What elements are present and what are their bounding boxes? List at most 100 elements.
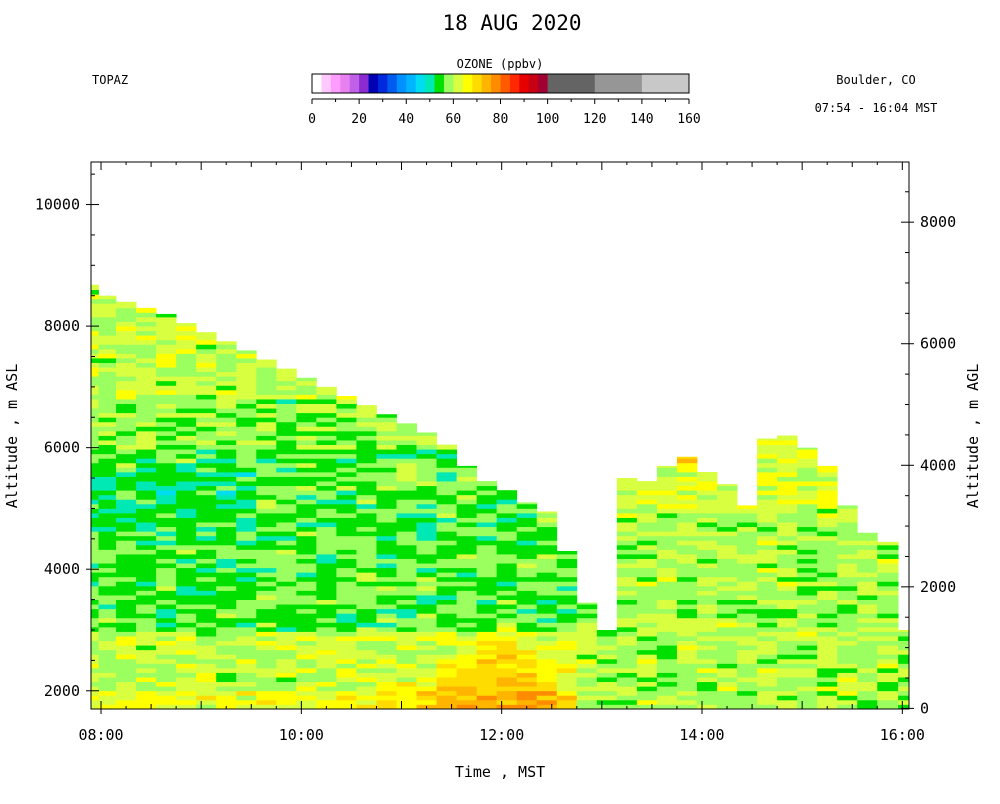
ozone-cell [296,517,317,523]
ozone-cell [877,686,899,692]
ozone-cell [276,640,297,646]
ozone-cell [176,444,197,450]
ozone-cell [356,540,377,546]
ozone-cell [296,462,317,468]
ozone-cell [256,704,277,710]
ozone-cell [837,526,858,532]
ozone-cell [717,622,738,628]
ozone-cell [476,494,498,500]
ozone-cell [116,563,137,569]
ozone-cell [817,585,838,591]
ozone-cell [436,695,457,701]
ozone-cell [356,572,377,578]
ozone-cell [216,690,237,696]
ozone-cell [236,608,257,614]
ozone-cell [616,663,638,669]
ozone-cell [737,585,758,591]
ozone-cell [737,595,758,600]
ozone-cell [91,303,99,309]
ozone-cell [596,699,618,705]
ozone-cell [176,695,197,701]
ozone-cell [91,526,99,532]
ozone-cell [396,567,417,573]
ozone-cell [336,395,357,400]
ozone-cell [656,690,678,696]
ozone-cell [616,590,638,596]
ozone-cell [476,508,498,514]
colorbar-segment [594,74,643,93]
ozone-cell [817,590,838,596]
ozone-cell [877,599,899,605]
ozone-cell [216,617,237,623]
ozone-cell [256,359,277,363]
ozone-cell [396,658,417,664]
ozone-cell [216,508,237,514]
ozone-cell [717,663,738,669]
ozone-cell [696,485,718,491]
ozone-cell [717,490,738,496]
ozone-cell [536,645,558,651]
ozone-cell [777,540,798,546]
ozone-cell [236,672,257,678]
ozone-cell [476,686,498,692]
ozone-cell [216,462,237,468]
ozone-cell [316,458,337,464]
ozone-cell [136,344,157,350]
ozone-cell [436,649,457,655]
ozone-cell [156,326,177,332]
ozone-cell [296,440,317,446]
ozone-cell [196,458,217,464]
ozone-cell [316,430,337,436]
ozone-cell [396,554,417,559]
ozone-cell [276,412,297,418]
ozone-cell [396,681,417,687]
ozone-cell [656,465,678,468]
ozone-cell [636,645,658,651]
ozone-cell [737,576,758,582]
ozone-cell [797,531,818,537]
ozone-cell [296,526,317,532]
ozone-cell [676,704,698,710]
ozone-cell [717,599,738,605]
ozone-cell [797,471,818,477]
ozone-cell [336,599,357,605]
ozone-cell [276,376,297,382]
ozone-cell [496,563,518,569]
ozone-cell [436,554,457,559]
ozone-cell [176,595,197,600]
ozone-cell [436,704,457,710]
ozone-cell [296,645,317,651]
ozone-cell [216,686,237,692]
ozone-cell [636,512,658,518]
ozone-cell [456,512,478,518]
ozone-cell [196,417,217,423]
ozone-cell [777,663,798,669]
ozone-cell [256,690,277,696]
ozone-cell [898,654,910,660]
y-axis-left-label: Altitude , m ASL [3,364,21,509]
ozone-cell [256,699,277,705]
ozone-cell [476,654,498,660]
ozone-cell [236,544,257,550]
ozone-cell [256,581,277,587]
ozone-cell [777,435,798,441]
ozone-cell [757,440,778,446]
ozone-cell [116,389,137,395]
ozone-cell [116,531,137,537]
ozone-cell [516,576,538,582]
ozone-cell [276,677,297,683]
ozone-cell [576,672,598,678]
ozone-cell [176,326,197,332]
ozone-cell [276,408,297,414]
ozone-cell [98,590,117,596]
ozone-cell [436,658,457,664]
ozone-cell [857,585,878,591]
ozone-cell [196,526,217,532]
ozone-cell [877,581,899,587]
ozone-cell [596,667,618,673]
ozone-cell [636,649,658,655]
ozone-cell [516,663,538,669]
ozone-cell [436,535,457,541]
ozone-cell [777,681,798,687]
ozone-cell [276,476,297,482]
